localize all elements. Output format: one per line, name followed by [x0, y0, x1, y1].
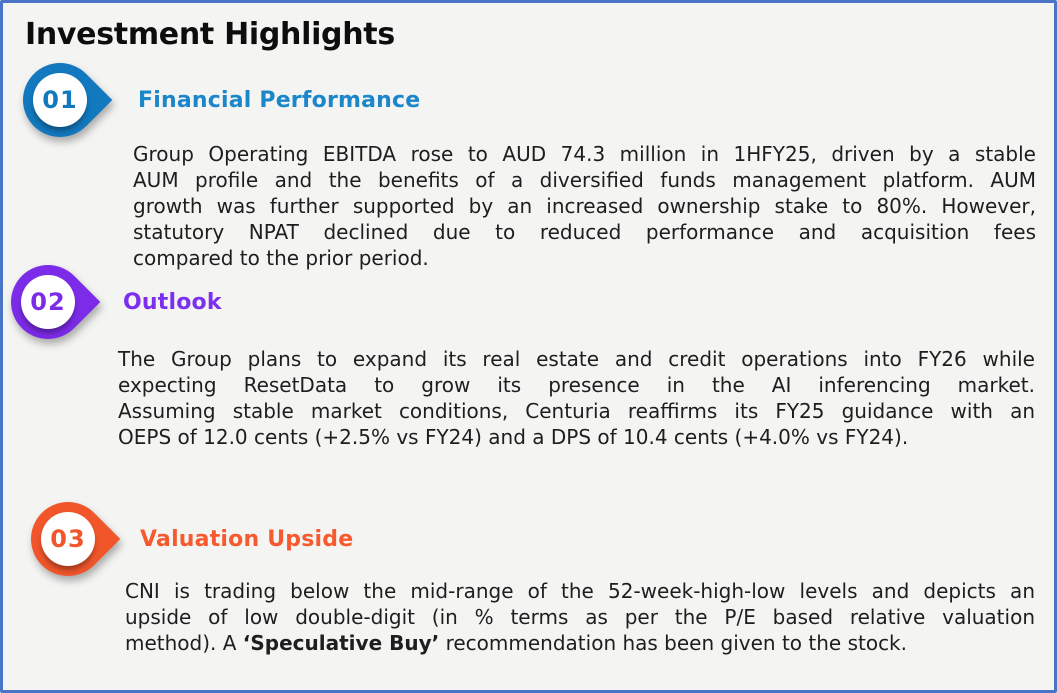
section-header-row: 02 Outlook	[3, 249, 1054, 355]
body-text: The Group plans to expand its real estat…	[118, 347, 1035, 371]
section-number-badge: 01	[7, 47, 113, 153]
highlight-section: 03 Valuation Upside CNI is trading below…	[3, 486, 1054, 656]
body-text: AUM profile and the benefits of a divers…	[133, 168, 1036, 192]
section-header-row: 01 Financial Performance	[3, 47, 1054, 153]
section-body: The Group plans to expand its real estat…	[118, 346, 1035, 450]
body-line: OEPS of 12.0 cents (+2.5% vs FY24) and a…	[118, 424, 1035, 450]
badge-inner-circle: 02	[21, 275, 75, 329]
body-line: statutory NPAT declined due to reduced p…	[133, 219, 1036, 245]
body-line: compared to the prior period.	[133, 245, 1036, 271]
highlight-section: 01 Financial Performance Group Operating…	[3, 47, 1054, 271]
body-text: compared to the prior period.	[133, 246, 429, 270]
page-title: Investment Highlights	[25, 17, 395, 52]
body-text: upside of low double-digit (in % terms a…	[125, 605, 1035, 629]
section-number-badge: 02	[3, 249, 101, 355]
body-text: Assuming stable market conditions, Centu…	[118, 399, 1035, 423]
body-text: growth was further supported by an incre…	[133, 194, 1036, 218]
body-line: upside of low double-digit (in % terms a…	[125, 604, 1035, 630]
section-number: 01	[42, 86, 78, 114]
body-line: AUM profile and the benefits of a divers…	[133, 167, 1036, 193]
badge-inner-circle: 01	[33, 73, 87, 127]
sections-container: 01 Financial Performance Group Operating…	[3, 47, 1054, 656]
section-body: CNI is trading below the mid-range of th…	[125, 578, 1035, 656]
section-body: Group Operating EBITDA rose to AUD 74.3 …	[133, 141, 1036, 271]
body-line: expecting ResetData to grow its presence…	[118, 372, 1035, 398]
body-line: Assuming stable market conditions, Centu…	[118, 398, 1035, 424]
body-text: expecting ResetData to grow its presence…	[118, 373, 1035, 397]
body-line: growth was further supported by an incre…	[133, 193, 1036, 219]
body-text: statutory NPAT declined due to reduced p…	[133, 220, 1036, 244]
highlight-section: 02 Outlook The Group plans to expand its…	[3, 249, 1054, 450]
section-number-badge: 03	[15, 486, 121, 592]
body-text: Group Operating EBITDA rose to AUD 74.3 …	[133, 142, 1036, 166]
badge-inner-circle: 03	[41, 512, 95, 566]
body-text: ‘Speculative Buy’	[242, 631, 440, 655]
section-title: Financial Performance	[138, 87, 421, 113]
section-title: Valuation Upside	[140, 526, 354, 552]
section-title: Outlook	[123, 289, 222, 315]
body-line: Group Operating EBITDA rose to AUD 74.3 …	[133, 141, 1036, 167]
body-text: OEPS of 12.0 cents (+2.5% vs FY24) and a…	[118, 425, 909, 449]
body-line: method). A ‘Speculative Buy’ recommendat…	[125, 630, 1035, 656]
body-line: CNI is trading below the mid-range of th…	[125, 578, 1035, 604]
body-text: CNI is trading below the mid-range of th…	[125, 579, 1035, 603]
section-number: 02	[30, 288, 66, 316]
body-text: recommendation has been given to the sto…	[439, 631, 907, 655]
section-number: 03	[50, 525, 86, 553]
section-header-row: 03 Valuation Upside	[3, 486, 1054, 592]
body-text: method). A	[125, 631, 243, 655]
body-line: The Group plans to expand its real estat…	[118, 346, 1035, 372]
